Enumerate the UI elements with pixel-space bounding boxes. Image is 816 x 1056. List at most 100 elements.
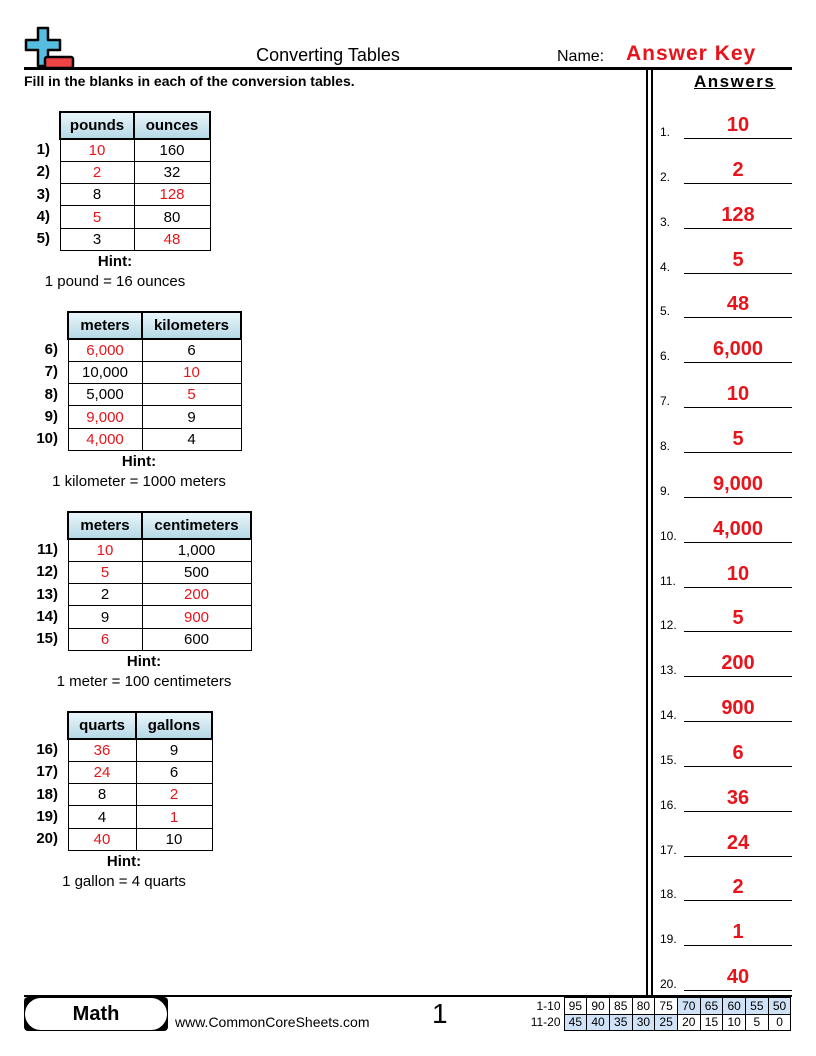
answer-cell: 900 xyxy=(141,605,252,629)
hint-text: 1 gallon = 4 quarts xyxy=(62,873,186,890)
hint-label: Hint: xyxy=(97,253,133,270)
table-row: 2 32 xyxy=(59,160,211,185)
subject-badge: Math xyxy=(25,998,167,1030)
answer-line xyxy=(684,721,792,723)
answer-value: 200 xyxy=(721,652,755,675)
score-row: 11-20 45 40 35 30 25 20 15 10 5 0 xyxy=(528,1013,792,1031)
table-row: 2 200 xyxy=(67,583,252,607)
score-range: 11-20 xyxy=(530,1015,561,1030)
answer-cell: 40 xyxy=(67,827,137,851)
column-header: kilometers xyxy=(141,311,242,340)
table-row: 6 600 xyxy=(67,627,252,651)
answer-number: 14. xyxy=(660,708,677,723)
given-cell: 500 xyxy=(141,560,252,585)
given-cell: 4 xyxy=(67,805,137,829)
column-header: meters xyxy=(67,511,143,540)
answer-line xyxy=(684,676,792,678)
hint-text: 1 meter = 100 centimeters xyxy=(56,673,232,690)
answer-line xyxy=(684,631,792,633)
answer-value: 40 xyxy=(726,966,750,989)
answer-line xyxy=(684,138,792,139)
score-table: 1-10 95 90 85 80 75 70 65 60 55 50 11-20 45 40 35 30 25 2… xyxy=(528,997,792,1031)
score-cell: 10 xyxy=(722,1013,746,1031)
given-cell: 10 xyxy=(135,827,213,851)
conversion-table: pounds ounces 10 160 2 32 8 128 5 80 3 48 xyxy=(59,111,211,251)
answer-number: 2. xyxy=(660,169,671,184)
table-row: 8 128 xyxy=(59,183,211,207)
given-cell: 8 xyxy=(59,183,135,207)
score-cell: 55 xyxy=(745,997,769,1015)
conversion-table: quarts gallons 36 9 24 6 8 2 4 1 40 10 xyxy=(67,711,213,851)
problem-number: 9) xyxy=(44,407,58,425)
answer-item: 3. 128 xyxy=(660,199,792,229)
answer-value: 2 xyxy=(732,876,744,899)
answer-value: 24 xyxy=(726,831,750,854)
answer-line xyxy=(684,765,792,767)
hint: Hint: 1 meter = 100 centimeters xyxy=(24,652,264,692)
table-row: 6,000 6 xyxy=(67,338,242,362)
given-cell: 3 xyxy=(59,227,135,251)
problem-number: 20) xyxy=(36,830,58,848)
answer-value: 5 xyxy=(732,427,744,450)
table-row: 5 500 xyxy=(67,560,252,585)
answer-line xyxy=(684,362,792,364)
answer-line xyxy=(684,541,792,543)
answer-cell: 6 xyxy=(67,627,143,651)
conversion-table: meters kilometers 6,000 6 10,000 10 5,000 5 9,00… xyxy=(67,311,242,451)
answer-number: 4. xyxy=(660,259,671,274)
answer-number: 18. xyxy=(660,887,677,902)
table-row: 40 10 xyxy=(67,827,213,851)
answer-line xyxy=(684,317,792,319)
instructions: Fill in the blanks in each of the conver… xyxy=(24,73,355,89)
given-cell: 4 xyxy=(141,427,242,451)
answer-cell: 200 xyxy=(141,583,252,607)
given-cell: 600 xyxy=(141,627,252,651)
score-cell: 85 xyxy=(608,997,633,1015)
problem-number: 3) xyxy=(36,185,50,203)
answer-number: 6. xyxy=(660,349,671,364)
given-cell: 9 xyxy=(135,738,213,762)
problem-number: 15) xyxy=(36,630,58,648)
answer-item: 5. 48 xyxy=(660,288,792,319)
problem-number: 6) xyxy=(44,341,58,358)
score-cell: 70 xyxy=(676,997,701,1015)
problem-number: 4) xyxy=(36,207,50,225)
answer-cell: 48 xyxy=(133,227,211,251)
given-cell: 80 xyxy=(133,205,211,229)
problem-number: 13) xyxy=(36,585,58,603)
score-row: 1-10 95 90 85 80 75 70 65 60 55 50 xyxy=(528,997,792,1015)
given-cell: 160 xyxy=(133,138,211,162)
answer-value: 900 xyxy=(721,697,755,720)
table-row: 10,000 10 xyxy=(67,360,242,385)
answer-number: 3. xyxy=(660,214,671,229)
problem-number: 11) xyxy=(37,541,58,558)
answer-cell: 1 xyxy=(135,805,213,829)
name-label: Name: xyxy=(557,48,605,65)
problem-number: 18) xyxy=(36,785,58,803)
score-cell: 30 xyxy=(631,1013,656,1031)
answer-number: 7. xyxy=(660,394,671,409)
answer-number: 16. xyxy=(660,797,677,812)
answer-item: 14. 900 xyxy=(660,692,792,723)
answer-cell: 24 xyxy=(67,760,137,785)
name-value: Answer Key xyxy=(626,42,757,65)
score-cell: 20 xyxy=(676,1013,701,1031)
answer-item: 19. 1 xyxy=(660,916,792,947)
answer-number: 15. xyxy=(660,752,677,767)
problem-number: 16) xyxy=(36,741,58,758)
answer-cell: 4,000 xyxy=(67,427,143,451)
problem-number: 19) xyxy=(36,807,58,825)
table-row: 10 1,000 xyxy=(67,538,252,562)
score-cell: 75 xyxy=(654,997,678,1015)
worksheet-title: Converting Tables xyxy=(256,45,400,65)
hint-label: Hint: xyxy=(126,653,162,670)
column-header: quarts xyxy=(67,711,137,740)
given-cell: 9 xyxy=(141,405,242,429)
answer-cell: 10 xyxy=(67,538,143,562)
answer-item: 2. 2 xyxy=(660,154,792,184)
score-cell: 35 xyxy=(608,1013,633,1031)
column-divider xyxy=(646,70,648,995)
answer-item: 8. 5 xyxy=(660,423,792,453)
score-cell: 40 xyxy=(586,1013,610,1031)
